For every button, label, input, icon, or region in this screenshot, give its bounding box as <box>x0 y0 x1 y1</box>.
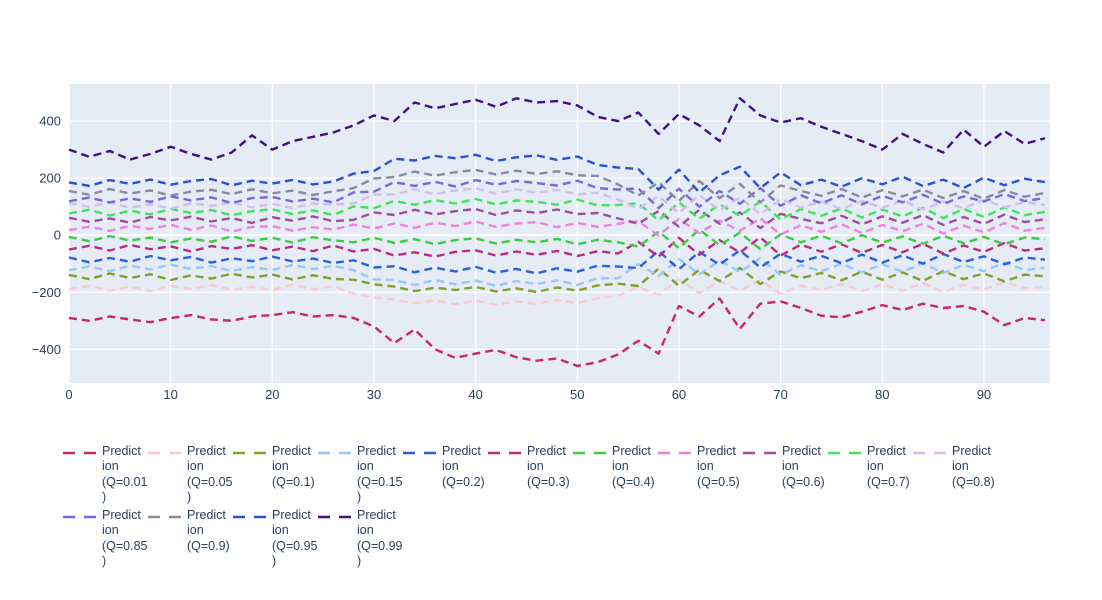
legend-item-q0.99[interactable]: Predict ion (Q=0.99 ) <box>317 508 403 569</box>
legend-item-label: Predict ion (Q=0.8) <box>952 444 995 489</box>
legend-item-label: Predict ion (Q=0.1) <box>272 444 315 489</box>
y-tick-label: 200 <box>39 171 61 186</box>
x-tick-label: 40 <box>468 387 482 402</box>
x-tick-label: 60 <box>672 387 686 402</box>
plot-background <box>69 84 1050 383</box>
dashed-line-swatch <box>233 451 266 455</box>
series-line-q0.15[interactable] <box>68 257 1046 288</box>
chart-legend: Predict ion (Q=0.01 ) Predict ion (Q=0.05… <box>62 444 1067 569</box>
x-tick-label: 90 <box>977 387 991 402</box>
legend-item-label: Predict ion (Q=0.01 ) <box>102 444 148 504</box>
legend-item-label: Predict ion (Q=0.4) <box>612 444 655 489</box>
dashed-line-swatch <box>403 451 436 455</box>
dashed-line-swatch <box>63 451 96 455</box>
y-tick-label: −400 <box>32 342 61 357</box>
y-tick-label: −200 <box>32 285 61 300</box>
legend-item-label: Predict ion (Q=0.5) <box>697 444 740 489</box>
legend-item-label: Predict ion (Q=0.05 ) <box>187 444 233 504</box>
legend-item-q0.05[interactable]: Predict ion (Q=0.05 ) <box>147 444 233 505</box>
series-line-q0.6[interactable] <box>68 207 1046 230</box>
series-line-q0.1[interactable] <box>68 266 1046 294</box>
x-tick-label: 10 <box>163 387 177 402</box>
legend-item-label: Predict ion (Q=0.15 ) <box>357 444 403 504</box>
legend-item-q0.5[interactable]: Predict ion (Q=0.5) <box>657 444 742 490</box>
legend-item-label: Predict ion (Q=0.2) <box>442 444 485 489</box>
series-line-q0.95[interactable] <box>68 153 1046 194</box>
legend-item-q0.85[interactable]: Predict ion (Q=0.85 ) <box>62 508 148 569</box>
series-line-q0.4[interactable] <box>68 228 1046 251</box>
dashed-line-swatch <box>233 515 266 519</box>
legend-item-q0.01[interactable]: Predict ion (Q=0.01 ) <box>62 444 148 505</box>
x-tick-label: 0 <box>65 387 72 402</box>
legend-item-label: Predict ion (Q=0.85 ) <box>102 508 148 568</box>
y-tick-label: 400 <box>39 114 61 129</box>
legend-item-q0.4[interactable]: Predict ion (Q=0.4) <box>572 444 657 490</box>
series-line-q0.3[interactable] <box>68 235 1046 258</box>
legend-item-label: Predict ion (Q=0.3) <box>527 444 570 489</box>
x-tick-label: 50 <box>570 387 584 402</box>
dashed-line-swatch <box>318 451 351 455</box>
legend-item-label: Predict ion (Q=0.7) <box>867 444 910 489</box>
dashed-line-swatch <box>318 515 351 519</box>
legend-item-q0.1[interactable]: Predict ion (Q=0.1) <box>232 444 317 490</box>
series-line-q0.9[interactable] <box>68 168 1046 204</box>
dashed-line-swatch <box>828 451 861 455</box>
dashed-line-swatch <box>913 451 946 455</box>
series-line-q0.7[interactable] <box>68 197 1046 222</box>
dashed-line-swatch <box>658 451 691 455</box>
dashed-line-swatch <box>573 451 606 455</box>
legend-item-q0.7[interactable]: Predict ion (Q=0.7) <box>827 444 912 490</box>
series-line-q0.85[interactable] <box>68 178 1046 210</box>
legend-item-q0.8[interactable]: Predict ion (Q=0.8) <box>912 444 997 490</box>
legend-item-q0.95[interactable]: Predict ion (Q=0.95 ) <box>232 508 318 569</box>
series-line-q0.01[interactable] <box>68 297 1046 368</box>
x-tick-label: 20 <box>265 387 279 402</box>
chart-canvas[interactable]: 0 10 20 30 40 50 60 70 80 90 −400 −200 0 200 400 <box>0 0 1102 432</box>
y-tick-label: 0 <box>54 228 61 243</box>
x-tick-label: 30 <box>367 387 381 402</box>
dashed-line-swatch <box>488 451 521 455</box>
legend-item-q0.9[interactable]: Predict ion (Q=0.9) <box>147 508 232 554</box>
dashed-line-swatch <box>148 515 181 519</box>
x-tick-label: 80 <box>875 387 889 402</box>
series-line-q0.8[interactable] <box>68 187 1046 216</box>
legend-item-label: Predict ion (Q=0.99 ) <box>357 508 403 568</box>
legend-item-label: Predict ion (Q=0.6) <box>782 444 825 489</box>
legend-item-label: Predict ion (Q=0.9) <box>187 508 230 553</box>
legend-item-q0.15[interactable]: Predict ion (Q=0.15 ) <box>317 444 403 505</box>
legend-item-label: Predict ion (Q=0.95 ) <box>272 508 318 568</box>
legend-item-q0.6[interactable]: Predict ion (Q=0.6) <box>742 444 827 490</box>
legend-item-q0.2[interactable]: Predict ion (Q=0.2) <box>402 444 487 490</box>
series-line-q0.05[interactable] <box>68 278 1045 306</box>
dashed-line-swatch <box>148 451 181 455</box>
legend-item-q0.3[interactable]: Predict ion (Q=0.3) <box>487 444 572 490</box>
dashed-line-swatch <box>63 515 96 519</box>
series-line-q0.2[interactable] <box>68 249 1046 275</box>
x-tick-label: 70 <box>773 387 787 402</box>
dashed-line-swatch <box>743 451 776 455</box>
series-line-q0.99[interactable] <box>68 97 1046 161</box>
series-line-q0.5[interactable] <box>68 217 1046 237</box>
